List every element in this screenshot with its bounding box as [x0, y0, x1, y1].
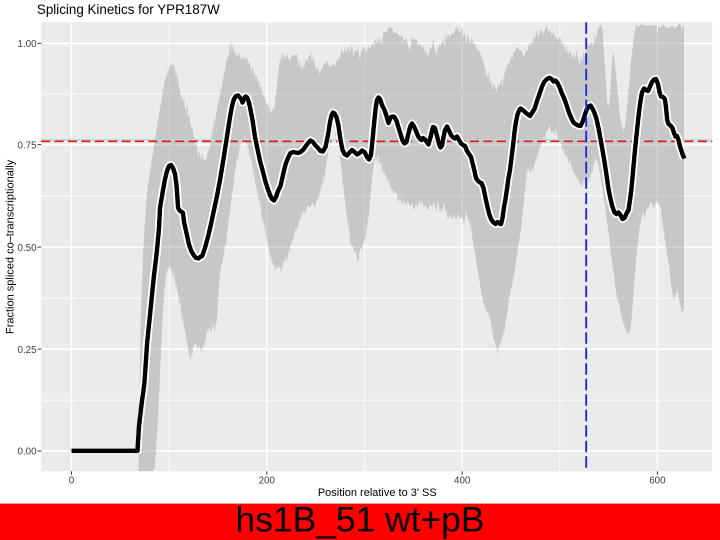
svg-text:Splicing Kinetics for YPR187W: Splicing Kinetics for YPR187W	[37, 2, 220, 17]
svg-text:0.25: 0.25	[18, 345, 38, 356]
svg-text:0.50: 0.50	[18, 243, 38, 254]
svg-text:hs1B_51 wt+pB: hs1B_51 wt+pB	[236, 499, 485, 539]
svg-text:1.00: 1.00	[18, 39, 38, 50]
svg-text:0.00: 0.00	[18, 447, 38, 458]
svg-text:200: 200	[259, 475, 276, 486]
svg-text:0: 0	[69, 475, 75, 486]
svg-text:Fraction spliced co–transcript: Fraction spliced co–transcriptionally	[5, 159, 17, 334]
svg-text:600: 600	[649, 475, 666, 486]
svg-text:400: 400	[454, 475, 471, 486]
svg-text:0.75: 0.75	[18, 140, 38, 151]
svg-text:Position relative to 3' SS: Position relative to 3' SS	[318, 487, 437, 499]
